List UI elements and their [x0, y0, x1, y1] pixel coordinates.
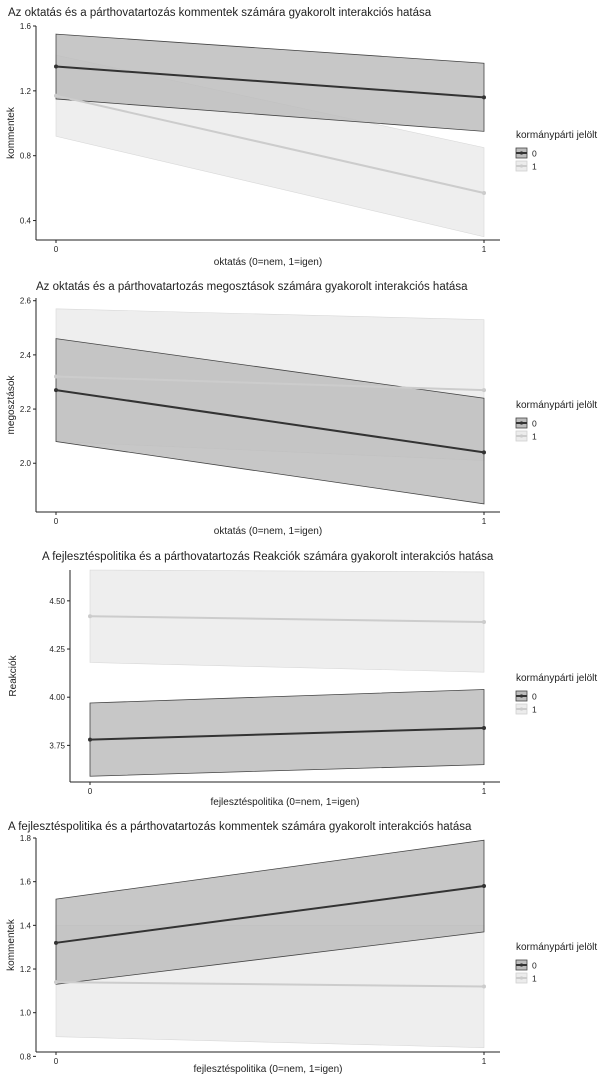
y-tick-label: 0.8 — [20, 1052, 32, 1061]
chart-panel-3: A fejlesztéspolitika és a párthovatartoz… — [8, 551, 597, 808]
y-axis-label: Reakciók — [8, 654, 19, 696]
x-tick-label: 1 — [482, 517, 487, 526]
x-axis-label: fejlesztéspolitika (0=nem, 1=igen) — [194, 1064, 343, 1075]
legend-label-series-0: 0 — [532, 149, 537, 159]
series-line-1 — [55, 94, 485, 194]
x-tick-label: 1 — [482, 787, 487, 796]
y-tick-label: 1.0 — [20, 1009, 32, 1018]
legend: kormánypárti jelölt 0 1 — [515, 673, 597, 715]
series-line-0 — [89, 727, 485, 741]
x-tick-label: 0 — [88, 787, 93, 796]
data-point-series-0 — [482, 450, 486, 455]
chart-title: A fejlesztéspolitika és a párthovatartoz… — [42, 551, 494, 563]
data-point-series-0 — [482, 884, 486, 889]
y-tick-label: 4.50 — [49, 597, 65, 606]
y-tick-label: 1.2 — [20, 965, 32, 974]
y-tick-label: 1.6 — [20, 22, 32, 31]
legend-key-point-0 — [519, 151, 524, 155]
y-tick-label: 4.00 — [49, 693, 65, 702]
legend-key-point-0 — [519, 421, 524, 425]
data-point-series-0 — [54, 940, 58, 945]
legend: kormánypárti jelölt 0 1 — [515, 400, 597, 442]
legend-key-point-0 — [519, 963, 524, 967]
legend: kormánypárti jelölt 0 1 — [515, 130, 597, 172]
y-tick-label: 1.4 — [20, 921, 32, 930]
series-line-0 — [55, 65, 485, 99]
x-tick-label: 1 — [482, 1057, 487, 1066]
data-point-series-0 — [54, 388, 58, 393]
data-point-series-1 — [482, 620, 486, 625]
x-axis-label: oktatás (0=nem, 1=igen) — [214, 526, 322, 537]
y-axis-label: kommentek — [6, 918, 17, 971]
x-tick-label: 0 — [54, 1057, 59, 1066]
legend-title: kormánypárti jelölt — [516, 673, 597, 684]
legend-key-point-1 — [519, 434, 524, 438]
legend-title: kormánypárti jelölt — [516, 130, 597, 141]
chart-panel-1: Az oktatás és a párthovatartozás komment… — [6, 7, 597, 268]
series-line-0 — [55, 885, 485, 944]
x-tick-label: 0 — [54, 517, 59, 526]
x-axis-label: fejlesztéspolitika (0=nem, 1=igen) — [211, 797, 360, 808]
y-tick-label: 2.2 — [20, 405, 32, 414]
data-point-series-0 — [482, 726, 486, 731]
data-point-series-1 — [482, 190, 486, 195]
y-axis-label: kommentek — [6, 106, 17, 159]
data-point-series-1 — [482, 388, 486, 393]
legend: kormánypárti jelölt 0 1 — [515, 942, 597, 984]
data-point-series-1 — [54, 93, 58, 98]
chart-panel-4: A fejlesztéspolitika és a párthovatartoz… — [6, 821, 597, 1075]
confidence-band-series-0 — [55, 839, 485, 985]
y-tick-label: 2.6 — [20, 297, 32, 306]
legend-key-point-1 — [519, 164, 524, 168]
confidence-band-series-1 — [89, 569, 485, 673]
legend-key-point-0 — [519, 694, 524, 698]
series-line-1 — [55, 375, 485, 392]
legend-label-series-0: 0 — [532, 961, 537, 971]
legend-label-series-1: 1 — [532, 705, 537, 715]
y-tick-label: 1.6 — [20, 878, 32, 887]
x-tick-label: 0 — [54, 245, 59, 254]
data-point-series-0 — [482, 95, 486, 100]
legend-label-series-0: 0 — [532, 692, 537, 702]
chart-panel-2: Az oktatás és a párthovatartozás megoszt… — [6, 281, 597, 537]
legend-label-series-1: 1 — [532, 974, 537, 984]
series-line-1 — [55, 981, 485, 988]
data-point-series-0 — [88, 737, 92, 742]
legend-label-series-0: 0 — [532, 419, 537, 429]
chart-title: Az oktatás és a párthovatartozás komment… — [8, 7, 432, 19]
legend-title: kormánypárti jelölt — [516, 400, 597, 411]
y-tick-label: 4.25 — [49, 645, 65, 654]
data-point-series-1 — [482, 984, 486, 989]
series-line-0 — [55, 389, 485, 454]
y-tick-label: 2.0 — [20, 459, 32, 468]
chart-title: Az oktatás és a párthovatartozás megoszt… — [36, 281, 468, 293]
chart-title: A fejlesztéspolitika és a párthovatartoz… — [8, 821, 472, 833]
x-tick-label: 1 — [482, 245, 487, 254]
y-tick-label: 0.4 — [20, 217, 32, 226]
data-point-series-1 — [54, 374, 58, 379]
series-line-1 — [89, 615, 485, 624]
y-tick-label: 1.8 — [20, 834, 32, 843]
legend-key-point-1 — [519, 976, 524, 980]
x-axis-label: oktatás (0=nem, 1=igen) — [214, 257, 322, 268]
data-point-series-0 — [54, 64, 58, 69]
legend-label-series-1: 1 — [532, 162, 537, 172]
y-tick-label: 0.8 — [20, 152, 32, 161]
legend-key-point-1 — [519, 707, 524, 711]
data-point-series-1 — [88, 614, 92, 619]
y-tick-label: 2.4 — [20, 351, 32, 360]
data-point-series-1 — [54, 980, 58, 985]
legend-label-series-1: 1 — [532, 432, 537, 442]
y-axis-label: megosztások — [6, 375, 17, 435]
y-tick-label: 1.2 — [20, 87, 32, 96]
legend-title: kormánypárti jelölt — [516, 942, 597, 953]
y-tick-label: 3.75 — [49, 741, 65, 750]
